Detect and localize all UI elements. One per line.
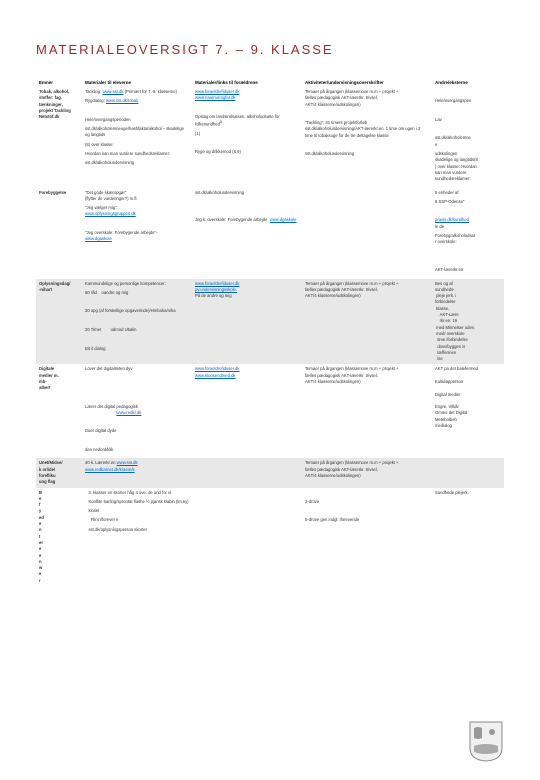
table-cell: sst.dk/alkoholundervisning Jeg k. oversk… xyxy=(192,188,302,279)
table-cell xyxy=(192,488,302,586)
th-elever: Materialer til eleverne xyxy=(82,78,192,87)
table-cell: Temaer på årgangen (klassemove m.m + pro… xyxy=(302,87,432,188)
table-cell: Befyedentereenwer xyxy=(36,488,82,586)
table-cell: www.foraeldrefiduser.dkpv.undervisningss… xyxy=(192,279,302,365)
materials-table: Emner Materialer til eleverne Materialer… xyxy=(36,78,504,586)
table-header-row: Emner Materialer til eleverne Materialer… xyxy=(36,78,504,87)
table-cell: Tobak, alkohol,stoffer: fag.tænkninger,p… xyxy=(36,87,82,188)
table-cell: Digitalemedier m.mb-albert xyxy=(36,364,82,458)
table-cell xyxy=(192,458,302,487)
table-cell: Temaer på årgangen (klassemove m.m + pro… xyxy=(302,364,432,458)
table-cell: Temaer på årgangen (klassemove m.m + pro… xyxy=(302,279,432,365)
table-cell: Unet/Midse/k orlide/foreflikuung flag xyxy=(36,458,82,487)
table-cell: Temaer på årgangen (klassemove m.m + pro… xyxy=(302,458,432,487)
table-cell xyxy=(302,188,432,279)
table-cell: 2-drove 5-drove gen indgl: iforeveride xyxy=(302,488,432,586)
table-row: Forebyggelse"Det gode skæropgør"(flytter… xyxy=(36,188,504,279)
table-row: Unet/Midse/k orlide/foreflikuung flag40 … xyxy=(36,458,504,487)
th-emner: Emner xyxy=(36,78,82,87)
table-cell: 3. klasser en skorter håg 4 ove. de und … xyxy=(82,488,192,586)
table-row: Tobak, alkohol,stoffer: fag.tænkninger,p… xyxy=(36,87,504,188)
page-title: MATERIALEOVERSIGT 7. – 9. KLASSE xyxy=(36,42,334,57)
table-cell: www.foraeldrefiduser.dkwww.naarmorogfar.… xyxy=(192,87,302,188)
table-cell: Forebyggelse xyxy=(36,188,82,279)
th-foraeldre: Materialer/links til forældrene xyxy=(192,78,302,87)
table-cell: 40 k. Lærerkr.en www.sst.dkwww.redbarnet… xyxy=(82,458,192,487)
table-cell xyxy=(432,458,504,487)
th-andre: Andre/eksterne xyxy=(432,78,504,87)
municipality-crest-icon xyxy=(468,720,504,762)
table-cell: "Det gode skæropgør"(flytter de vurderin… xyxy=(82,188,192,279)
table-row: Oplysningsdag/-nihartKommundelige og per… xyxy=(36,279,504,365)
th-aktiviteter: Aktiviteter/undervisningsoverskrifter xyxy=(302,78,432,87)
table-cell: Hele/overgangsperi Lav sst.dk/alkoholemn… xyxy=(432,87,504,188)
table-cell: 5 enheder af8 SSP-Odense" praxis.dk/sund… xyxy=(432,188,504,279)
table-cell: AKT pa det balefermedKultidøppersonDigit… xyxy=(432,364,504,458)
table-cell: www.foraeldrefiduser.dkwww.kloosendmed.d… xyxy=(192,364,302,458)
table-cell: Oplysningsdag/-nihart xyxy=(36,279,82,365)
table-row: Befyedentereenwer 3. klasser en skorter … xyxy=(36,488,504,586)
table-cell: Tackling: www.sst.dk (Primært for 7.-9. … xyxy=(82,87,192,188)
table-cell: Bes og afsundheds- pleje jerk. iforbinde… xyxy=(432,279,504,365)
table-row: Digitalemedier m.mb-albertLover det digi… xyxy=(36,364,504,458)
table-cell: Sundhede plejerk. xyxy=(432,488,504,586)
table-cell: Lover det digitaliteten.dyv Lærer det di… xyxy=(82,364,192,458)
table-cell: Kommundelige og personlige kompetencer:5… xyxy=(82,279,192,365)
